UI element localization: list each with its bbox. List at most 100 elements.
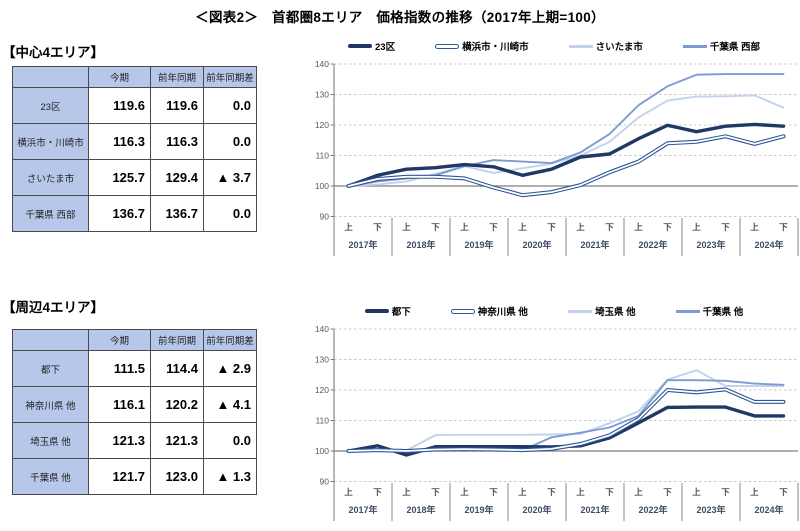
diff-value-cell: 0.0 xyxy=(203,422,257,459)
current-value-cell: 116.3 xyxy=(88,123,151,160)
half-period-label: 上 xyxy=(576,487,585,497)
half-period-label: 上 xyxy=(750,487,759,497)
area-label-cell: 千葉県 他 xyxy=(12,458,89,495)
y-axis-tick-label: 110 xyxy=(315,151,329,161)
diff-value-cell: 0.0 xyxy=(203,87,257,124)
section-heading-peripheral-4-areas: 【周辺4エリア】 xyxy=(2,300,105,315)
legend-line-marker-icon xyxy=(348,44,373,48)
legend-item: 都下 xyxy=(364,304,411,318)
half-period-label: 上 xyxy=(576,222,585,232)
table-row: 埼玉県 他 121.3 121.3 0.0 xyxy=(12,422,257,459)
area-label-cell: 横浜市・川崎市 xyxy=(12,123,89,160)
column-header-cell: 前年同期差 xyxy=(203,66,257,88)
half-period-label: 上 xyxy=(344,487,353,497)
legend-item: 埼玉県 他 xyxy=(567,304,636,318)
current-value-cell: 111.5 xyxy=(88,350,151,387)
section-heading-center-4-areas: 【中心4エリア】 xyxy=(2,45,105,60)
year-label: 2020年 xyxy=(522,504,551,515)
diff-value-cell: 0.0 xyxy=(203,123,257,160)
legend-line-marker-icon xyxy=(567,309,592,313)
current-value-cell: 116.1 xyxy=(88,386,151,423)
price-index-table-peripheral: 今期 前年同期 前年同期差 都下 111.5 114.4 ▲ 2.9 神奈川県 他 116.1 1… xyxy=(12,329,257,495)
chart-legend: 23区 横浜市・川崎市 さいたま市 千葉県 西部 xyxy=(308,36,800,56)
year-label: 2023年 xyxy=(696,504,725,515)
legend-line-marker-icon xyxy=(364,309,389,313)
legend-label: 都下 xyxy=(391,307,411,318)
year-label: 2023年 xyxy=(696,239,725,250)
half-period-label: 下 xyxy=(373,487,382,497)
half-period-label: 上 xyxy=(634,222,643,232)
half-period-label: 下 xyxy=(779,487,788,497)
prev-year-value-cell: 129.4 xyxy=(150,159,204,196)
legend-line-marker-icon xyxy=(435,43,460,49)
y-axis-tick-label: 90 xyxy=(320,212,330,222)
half-period-label: 上 xyxy=(460,487,469,497)
year-label: 2019年 xyxy=(464,239,493,250)
year-label: 2024年 xyxy=(754,239,783,250)
half-period-label: 上 xyxy=(344,222,353,232)
year-label: 2018年 xyxy=(406,239,435,250)
half-period-label: 下 xyxy=(721,222,730,232)
legend-line-marker-icon xyxy=(682,44,707,48)
column-header-cell xyxy=(12,329,89,351)
year-label: 2021年 xyxy=(580,504,609,515)
table-row: 千葉県 西部 136.7 136.7 0.0 xyxy=(12,195,257,232)
legend-line-marker-icon xyxy=(568,44,593,48)
half-period-label: 下 xyxy=(721,487,730,497)
price-index-chart-center: 23区 横浜市・川崎市 さいたま市 千葉県 西部 140 130 120 110 100 90 上… xyxy=(308,36,800,261)
area-label-cell: 神奈川県 他 xyxy=(12,386,89,423)
half-period-label: 下 xyxy=(431,487,440,497)
half-period-label: 上 xyxy=(518,487,527,497)
y-axis-tick-label: 140 xyxy=(315,59,329,69)
prev-year-value-cell: 136.7 xyxy=(150,195,204,232)
half-period-label: 下 xyxy=(605,487,614,497)
figure-title: ＜図表2＞ 首都圏8エリア 価格指数の推移（2017年上期=100） xyxy=(195,10,605,25)
column-header-cell xyxy=(12,66,89,88)
legend-label: 千葉県 他 xyxy=(702,307,744,318)
prev-year-value-cell: 114.4 xyxy=(150,350,204,387)
half-period-label: 下 xyxy=(489,487,498,497)
half-period-label: 下 xyxy=(373,222,382,232)
legend-item: 千葉県 他 xyxy=(675,304,744,318)
legend-label: さいたま市 xyxy=(595,42,643,53)
half-period-label: 下 xyxy=(547,222,556,232)
year-label: 2022年 xyxy=(638,239,667,250)
year-label: 2018年 xyxy=(406,504,435,515)
price-index-chart-peripheral: 都下 神奈川県 他 埼玉県 他 千葉県 他 140 130 120 110 100 90 上 下 上 下… xyxy=(308,301,800,526)
y-axis-tick-label: 90 xyxy=(320,477,330,487)
half-period-label: 上 xyxy=(402,487,411,497)
series-line xyxy=(347,94,785,187)
legend-item: 横浜市・川崎市 xyxy=(435,39,529,53)
year-label: 2017年 xyxy=(348,504,377,515)
column-header-cell: 今期 xyxy=(88,329,151,351)
diff-value-cell: ▲ 4.1 xyxy=(203,386,257,423)
legend-label: 神奈川県 他 xyxy=(477,307,528,318)
half-period-label: 上 xyxy=(460,222,469,232)
current-value-cell: 121.3 xyxy=(88,422,151,459)
y-axis-tick-label: 130 xyxy=(315,90,329,100)
half-period-label: 下 xyxy=(663,222,672,232)
half-period-label: 下 xyxy=(431,222,440,232)
current-value-cell: 119.6 xyxy=(88,87,151,124)
half-period-label: 下 xyxy=(547,487,556,497)
half-period-label: 上 xyxy=(402,222,411,232)
legend-label: 埼玉県 他 xyxy=(594,307,636,318)
y-axis-tick-label: 100 xyxy=(315,446,329,456)
current-value-cell: 136.7 xyxy=(88,195,151,232)
area-label-cell: 23区 xyxy=(12,87,89,124)
legend-item: 神奈川県 他 xyxy=(450,304,528,318)
year-label: 2021年 xyxy=(580,239,609,250)
area-label-cell: さいたま市 xyxy=(12,159,89,196)
half-period-label: 上 xyxy=(750,222,759,232)
year-label: 2022年 xyxy=(638,504,667,515)
current-value-cell: 121.7 xyxy=(88,458,151,495)
y-axis-tick-label: 120 xyxy=(315,120,329,130)
year-label: 2020年 xyxy=(522,239,551,250)
legend-item: さいたま市 xyxy=(568,39,643,53)
y-axis-tick-label: 100 xyxy=(315,181,329,191)
series-line xyxy=(346,122,786,188)
legend-label: 23区 xyxy=(375,42,396,53)
line-chart-canvas: 140 130 120 110 100 90 上 下 上 下 上 下 上 下 上 下 上 下 上 下 上 下 2017年 20… xyxy=(315,324,799,521)
legend-line-marker-icon xyxy=(450,308,475,314)
